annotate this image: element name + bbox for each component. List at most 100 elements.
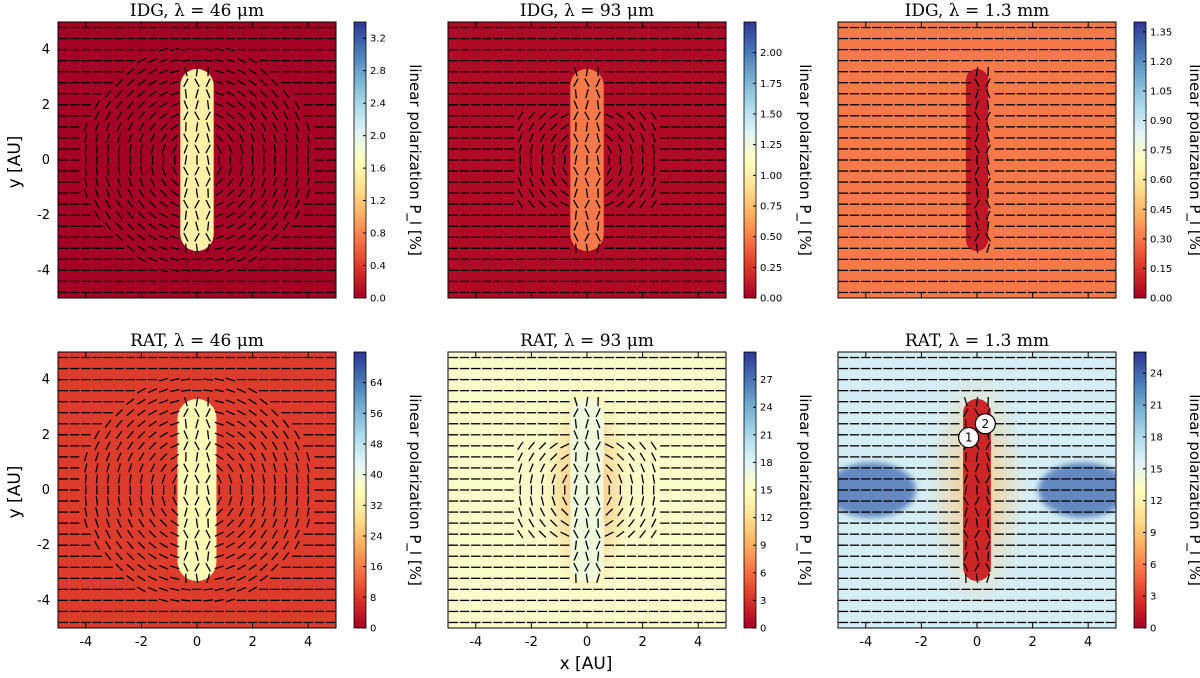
polarization-vector: [205, 419, 211, 429]
polarization-vector: [529, 177, 534, 187]
polarization-vector: [249, 200, 257, 209]
colorbar-tick-label: 27: [760, 375, 773, 386]
polarization-vector: [104, 89, 112, 98]
polarization-vector: [128, 166, 132, 176]
polarization-vector: [172, 144, 178, 154]
polarization-vector: [975, 243, 979, 254]
colorbar-tick-label: 6: [1150, 560, 1156, 571]
polarization-vector: [248, 68, 257, 75]
polarization-vector: [238, 507, 245, 517]
polarization-vector: [595, 441, 601, 451]
polarization-vector: [226, 442, 235, 450]
polarization-vector: [272, 177, 277, 187]
polarization-vector: [596, 551, 600, 561]
polarization-vector: [226, 530, 235, 538]
polarization-vector: [986, 243, 991, 253]
polarization-vector: [250, 133, 255, 143]
polarization-vector: [248, 79, 257, 86]
polarization-vector: [136, 57, 146, 64]
polarization-vector: [183, 430, 189, 440]
polarization-vector: [161, 496, 166, 506]
polarization-vector: [214, 80, 224, 85]
colorbar: [353, 21, 367, 299]
polarization-vector: [170, 587, 180, 592]
polarization-vector: [629, 474, 634, 484]
polarization-vector: [560, 189, 570, 197]
polarization-vector: [584, 166, 590, 176]
polarization-vector: [295, 177, 299, 187]
polarization-vector: [283, 452, 289, 462]
polarization-vector: [183, 518, 188, 528]
polarization-vector: [963, 474, 969, 484]
colorbar-label: linear polarization P_l [%]: [795, 394, 814, 586]
polarization-vector: [260, 100, 268, 109]
x-tick-label: 0: [973, 635, 981, 650]
polarization-vector: [306, 518, 311, 528]
polarization-vector: [271, 419, 279, 428]
polarization-vector: [195, 551, 199, 561]
polarization-vector: [169, 268, 180, 272]
polarization-vector: [148, 442, 157, 450]
polarization-vector: [986, 452, 991, 462]
polarization-vector: [106, 166, 110, 176]
polarization-vector: [227, 463, 234, 473]
x-axis-label: x [AU]: [560, 654, 613, 674]
polarization-vector: [237, 112, 246, 120]
polarization-vector: [560, 134, 569, 142]
polarization-vector: [573, 133, 579, 143]
x-tick-label: 2: [1028, 635, 1036, 650]
polarization-vector: [115, 78, 123, 87]
polarization-vector: [227, 507, 234, 517]
polarization-vector: [126, 430, 134, 439]
marker-1: 1: [958, 426, 980, 449]
colorbar-tick-label: 21: [760, 430, 773, 441]
polarization-vector: [226, 189, 235, 197]
polarization-vector: [584, 463, 590, 473]
colorbar-tick-label: 0.60: [1150, 175, 1172, 186]
polarization-vector: [529, 463, 534, 473]
polarization-vector: [616, 200, 625, 208]
polarization-vector: [194, 529, 200, 539]
polarization-vector: [137, 68, 146, 75]
polarization-vector: [214, 91, 224, 96]
polarization-vector: [974, 474, 980, 484]
polarization-vector: [203, 48, 213, 51]
polarization-vector: [239, 166, 244, 176]
polarization-vector: [260, 529, 267, 539]
polarization-vector: [195, 452, 199, 462]
polarization-vector: [148, 101, 157, 109]
polarization-vector: [149, 188, 156, 198]
polarization-vector: [259, 89, 268, 98]
colorbar-tick-label: 2.4: [370, 99, 386, 110]
colorbar-tick-label: 1.05: [1150, 87, 1172, 98]
colorbar-tick-label: 1.35: [1150, 27, 1172, 38]
polarization-vector: [105, 518, 111, 528]
polarization-vector: [104, 222, 112, 231]
polarization-vector: [115, 408, 123, 417]
polarization-vector: [539, 188, 546, 198]
polarization-vector: [148, 90, 157, 97]
polarization-vector: [295, 474, 299, 484]
polarization-vector: [136, 387, 146, 394]
x-tick-label: 4: [1084, 635, 1092, 650]
polarization-vector: [148, 530, 157, 538]
colorbar-label: linear polarization P_l [%]: [1185, 394, 1200, 586]
polarization-vector: [83, 518, 88, 528]
polarization-vector: [116, 452, 122, 462]
polarization-vector: [573, 474, 579, 484]
polarization-vector: [95, 144, 99, 154]
polarization-vector: [260, 111, 267, 121]
polarization-vector: [250, 177, 255, 187]
polarization-vector: [284, 496, 288, 506]
polarization-vector: [116, 111, 123, 121]
polarization-vector: [248, 90, 257, 98]
polarization-vector: [975, 100, 979, 110]
polarization-vector: [985, 540, 991, 550]
polarization-vector: [295, 463, 299, 473]
polarization-vector: [985, 78, 991, 88]
polarization-vector: [205, 144, 211, 154]
polarization-vector: [985, 111, 991, 121]
y-tick-label: 4: [42, 43, 50, 58]
polarization-vector: [150, 166, 155, 176]
polarization-vector: [282, 89, 290, 98]
